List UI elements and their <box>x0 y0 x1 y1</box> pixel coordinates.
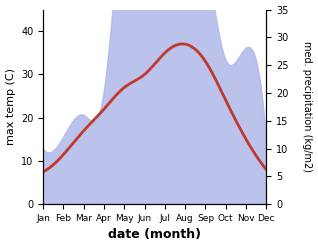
Y-axis label: max temp (C): max temp (C) <box>5 68 16 145</box>
X-axis label: date (month): date (month) <box>108 228 201 242</box>
Y-axis label: med. precipitation (kg/m2): med. precipitation (kg/m2) <box>302 41 313 172</box>
